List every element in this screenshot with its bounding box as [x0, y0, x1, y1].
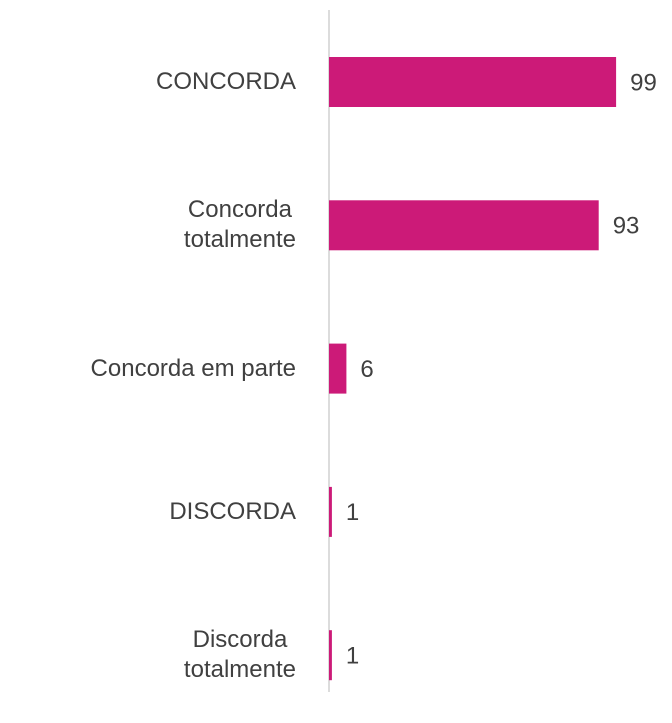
value-label: 99: [630, 69, 657, 96]
category-label-row: Discorda totalmente: [0, 625, 296, 685]
bar: [329, 343, 347, 394]
bar: [329, 200, 599, 251]
category-label: Concorda em parte: [90, 354, 296, 382]
category-label: DISCORDA: [169, 497, 296, 525]
value-label: 1: [346, 643, 359, 670]
category-label-row: Concorda em parte: [0, 354, 296, 384]
value-label: 1: [346, 499, 359, 526]
category-label: CONCORDA: [155, 68, 296, 95]
category-label-row: Concorda totalmente: [0, 195, 296, 255]
category-label: Concorda totalmente: [183, 196, 296, 254]
value-label: 93: [613, 213, 640, 240]
bar: [329, 630, 332, 681]
category-label: Discorda totalmente: [183, 626, 296, 684]
bar: [329, 57, 617, 107]
category-label-row: CONCORDA: [0, 67, 296, 97]
category-label-row: DISCORDA: [0, 497, 296, 527]
value-label: 6: [360, 356, 373, 383]
bar: [329, 486, 332, 537]
